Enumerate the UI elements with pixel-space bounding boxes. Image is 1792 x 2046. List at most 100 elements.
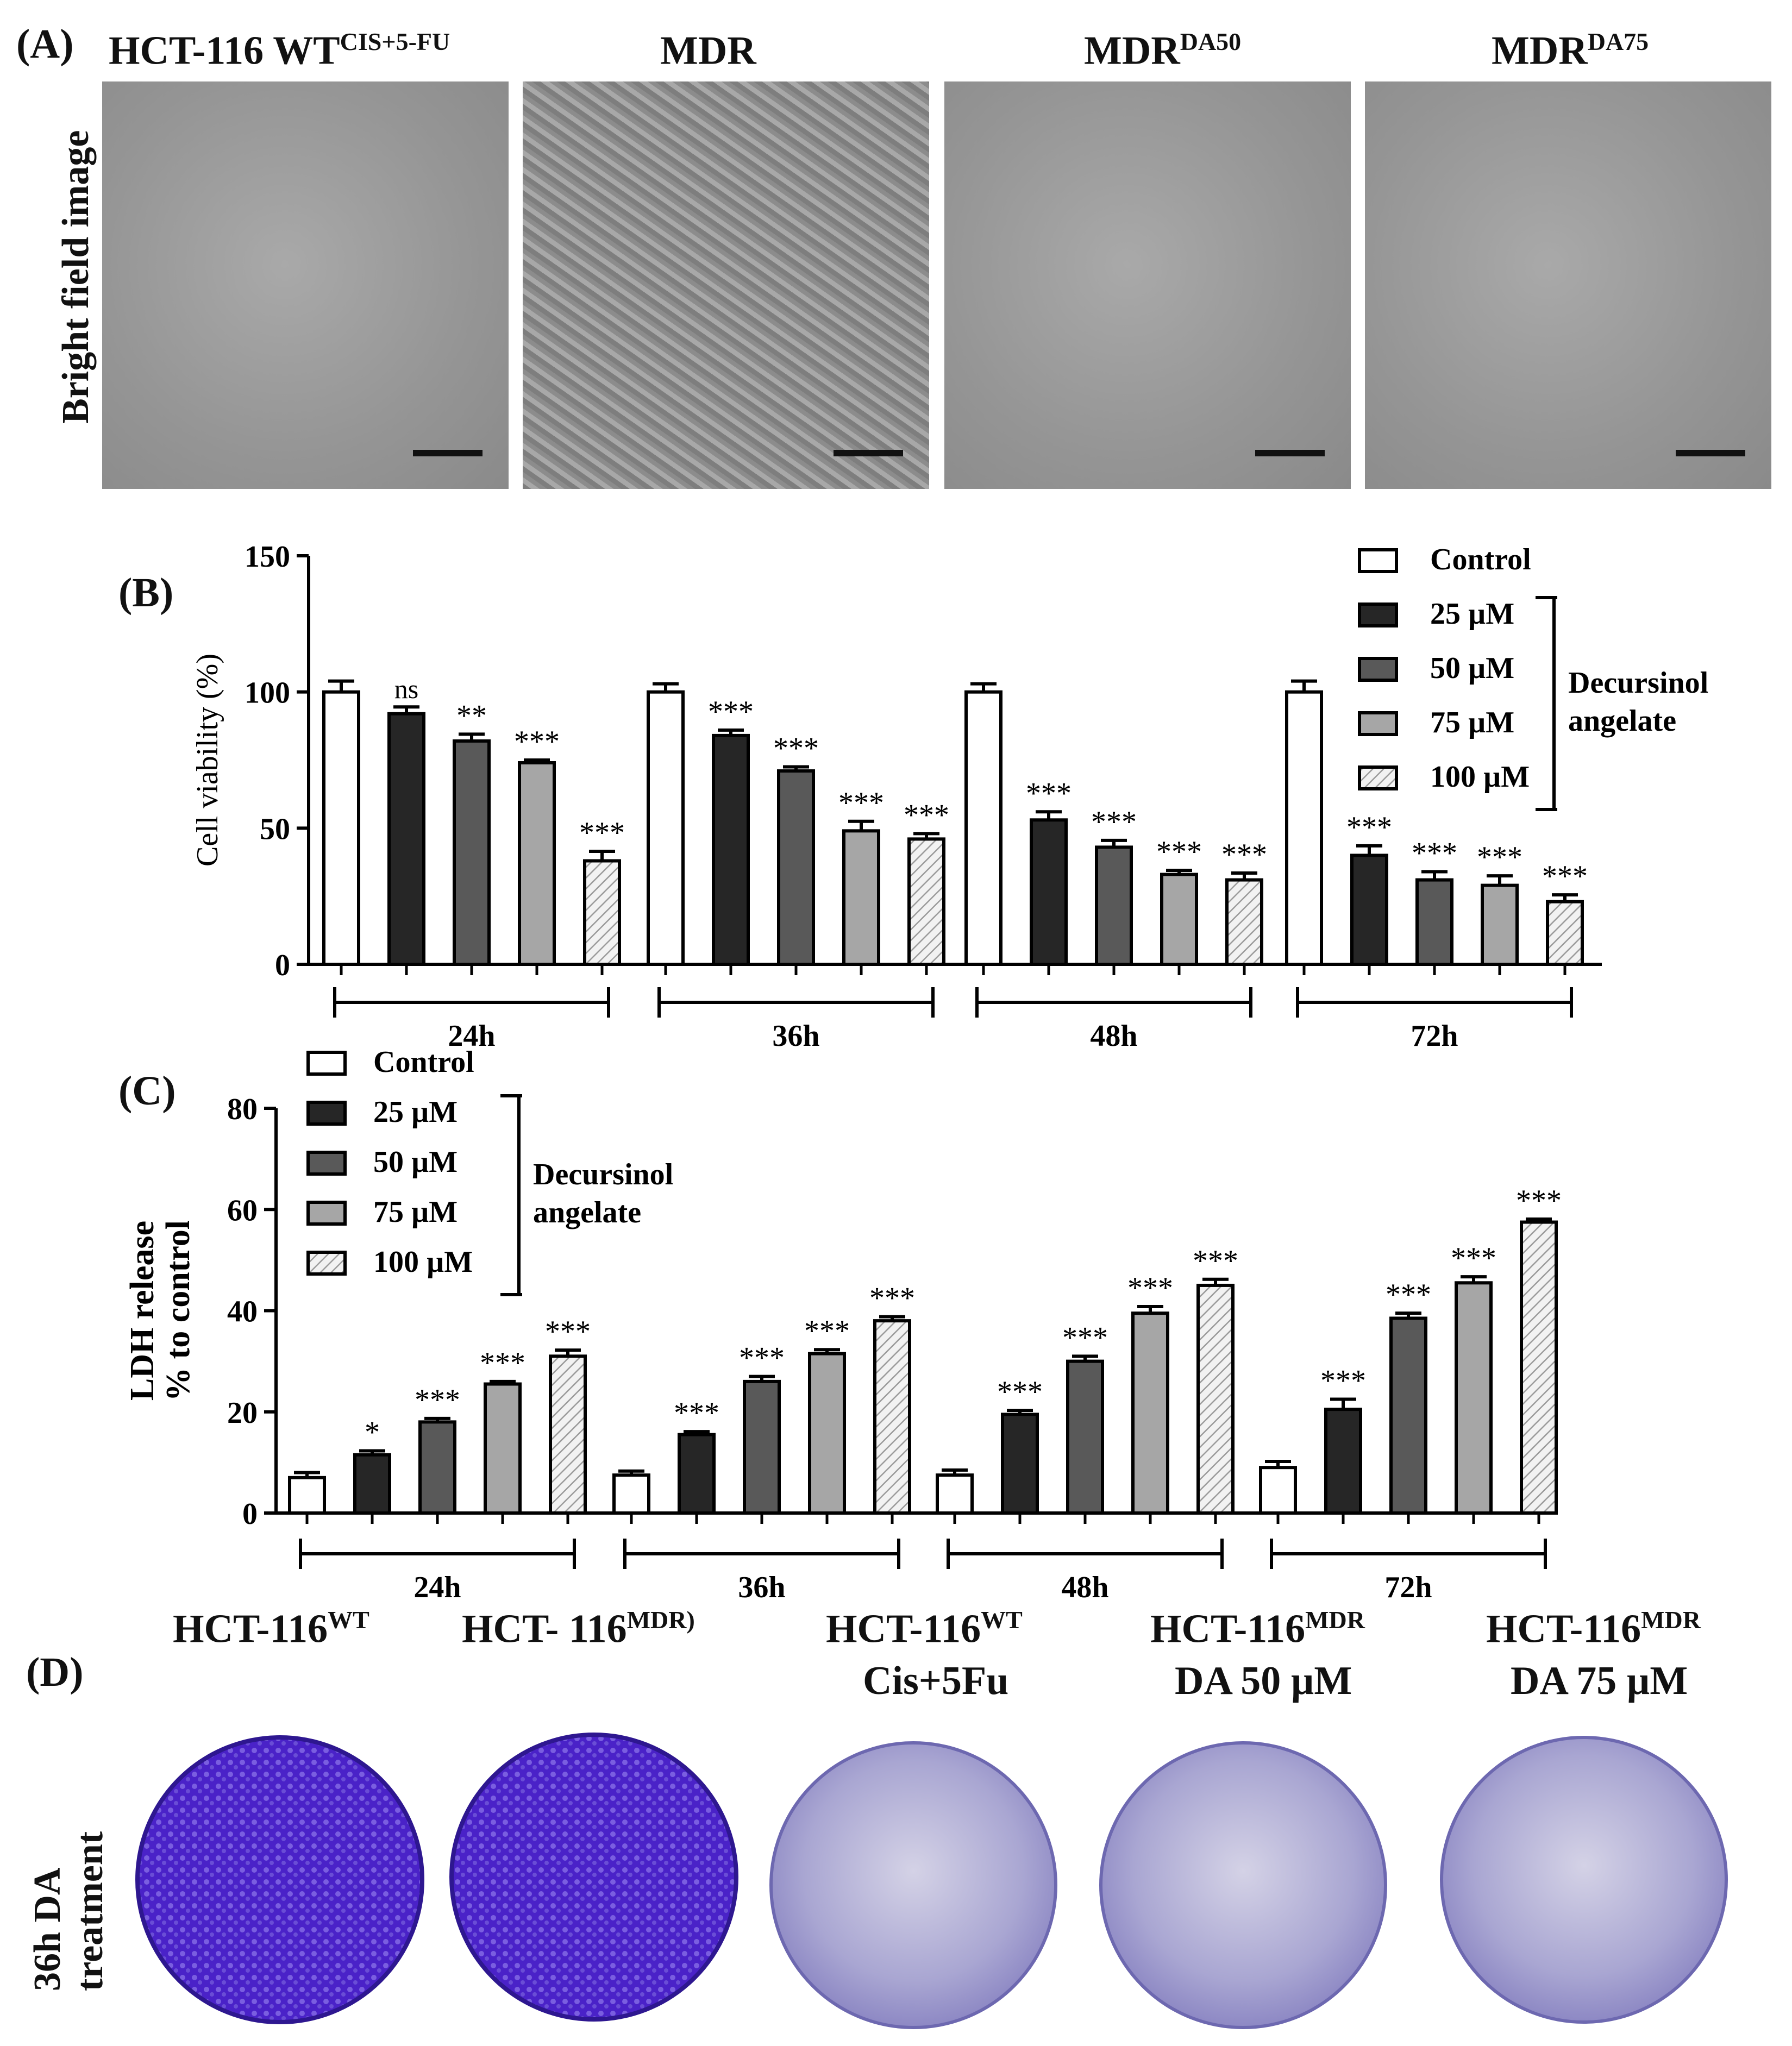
plate-caption-4-base: HCT-116 <box>1150 1606 1306 1652</box>
significance-label: *** <box>415 1383 460 1417</box>
bar <box>288 1476 326 1515</box>
legend-bracket-label: Decursinol <box>533 1158 673 1191</box>
legend-label: 100 µM <box>1430 760 1530 794</box>
group-label: 36h <box>772 1019 819 1053</box>
bar <box>549 1354 587 1515</box>
y-axis-label: LDH release <box>124 1221 161 1401</box>
bar <box>387 712 425 966</box>
legend-label: 25 µM <box>373 1095 458 1129</box>
y-tick-label: 60 <box>227 1194 258 1227</box>
micrograph-wt-cis-5fu <box>102 81 509 489</box>
bar <box>1324 1408 1362 1515</box>
legend-swatch <box>1358 548 1398 573</box>
legend-swatch <box>1358 711 1398 736</box>
bar <box>1225 878 1263 966</box>
panel-a-caption-2-base: MDR <box>660 28 756 73</box>
significance-label: * <box>365 1415 380 1449</box>
legend-label: 25 µM <box>1430 597 1514 631</box>
significance-label: *** <box>904 798 949 832</box>
bar <box>583 859 621 966</box>
plate-wt <box>135 1735 424 2024</box>
bar <box>453 739 491 966</box>
bar <box>1546 900 1584 966</box>
significance-label: *** <box>1156 835 1202 869</box>
y-tick-label: 40 <box>227 1295 258 1329</box>
scale-bar <box>834 450 903 456</box>
significance-label: *** <box>579 816 625 850</box>
legend-bracket-label: Decursinol <box>1568 666 1708 700</box>
plate-wt-cis-5fu <box>769 1741 1057 2029</box>
legend-swatch <box>1358 602 1398 627</box>
legend-bracket-label: angelate <box>1568 704 1676 738</box>
panel-a-caption-4-base: MDR <box>1492 28 1588 73</box>
significance-label: *** <box>773 732 819 765</box>
plate-caption-2-base: HCT- 116 <box>462 1606 627 1652</box>
micrograph-mdr-da50 <box>944 81 1351 489</box>
legend-swatch <box>306 1101 347 1126</box>
bar <box>1350 853 1388 966</box>
bar <box>1389 1316 1427 1515</box>
bar <box>1066 1359 1104 1515</box>
plates-canvas <box>135 1733 1728 2029</box>
y-tick-label: 80 <box>227 1093 258 1126</box>
significance-label: *** <box>997 1375 1043 1409</box>
panel-a-caption-3: MDRDA50 <box>1084 27 1241 74</box>
significance-label: ns <box>394 674 418 704</box>
plate-mdr <box>449 1733 738 2022</box>
group-label: 48h <box>1061 1571 1108 1604</box>
significance-label: *** <box>674 1396 719 1430</box>
bar <box>743 1379 781 1515</box>
legend-swatch <box>306 1051 347 1076</box>
significance-label: *** <box>1346 811 1392 844</box>
legend-label: 75 µM <box>1430 706 1514 739</box>
plate-caption-3-line2: Cis+5Fu <box>863 1659 1009 1703</box>
y-tick-label: 50 <box>260 812 290 846</box>
panel-a-caption-1-sup: CIS+5-FU <box>340 28 450 55</box>
plate-caption-2-sup: MDR) <box>626 1606 695 1634</box>
plate-caption-1-base: HCT-116 <box>173 1606 328 1652</box>
plate-caption-4-sup: MDR <box>1305 1606 1365 1634</box>
y-axis-label: Cell viability (%) <box>191 654 224 867</box>
bar <box>518 761 556 966</box>
plate-caption-5-base: HCT-116 <box>1486 1606 1641 1652</box>
legend-label: Control <box>1430 543 1531 576</box>
plate-caption-3: HCT-116WT <box>826 1605 1023 1653</box>
group-label: 24h <box>413 1571 461 1604</box>
plate-caption-3-sup: WT <box>981 1606 1023 1634</box>
bar <box>1415 878 1453 966</box>
significance-label: *** <box>1026 776 1072 810</box>
significance-label: *** <box>1127 1271 1173 1305</box>
bar <box>678 1433 716 1515</box>
panel-b-letter: (B) <box>118 570 174 616</box>
significance-label: *** <box>1542 859 1588 893</box>
legend-bracket-label: angelate <box>533 1196 641 1229</box>
bar <box>353 1453 391 1515</box>
plate-caption-1-sup: WT <box>328 1606 369 1634</box>
plate-caption-4: HCT-116MDR <box>1150 1605 1365 1653</box>
y-axis-label: % to control <box>160 1220 197 1401</box>
scale-bar <box>1676 450 1745 456</box>
panel-a-caption-2: MDR <box>660 27 756 74</box>
bar <box>964 690 1002 966</box>
significance-label: *** <box>838 786 884 820</box>
legend-swatch <box>1358 657 1398 682</box>
significance-label: *** <box>545 1315 591 1348</box>
group-label: 72h <box>1384 1571 1432 1604</box>
bar <box>418 1420 456 1515</box>
plate-caption-1: HCT-116WT <box>173 1605 369 1653</box>
bar <box>1520 1220 1558 1515</box>
plate-mdr-da50 <box>1099 1741 1387 2029</box>
significance-label: *** <box>1386 1278 1431 1311</box>
plate-caption-2: HCT- 116MDR) <box>462 1605 695 1653</box>
bar <box>1095 845 1133 966</box>
bar <box>1030 818 1068 966</box>
legend-swatch <box>306 1151 347 1176</box>
bar <box>1481 883 1519 966</box>
significance-label: *** <box>708 695 754 729</box>
panel-c-letter: (C) <box>118 1068 176 1114</box>
group-label: 36h <box>738 1571 785 1604</box>
group-label: 72h <box>1411 1019 1458 1053</box>
bar <box>322 690 360 966</box>
